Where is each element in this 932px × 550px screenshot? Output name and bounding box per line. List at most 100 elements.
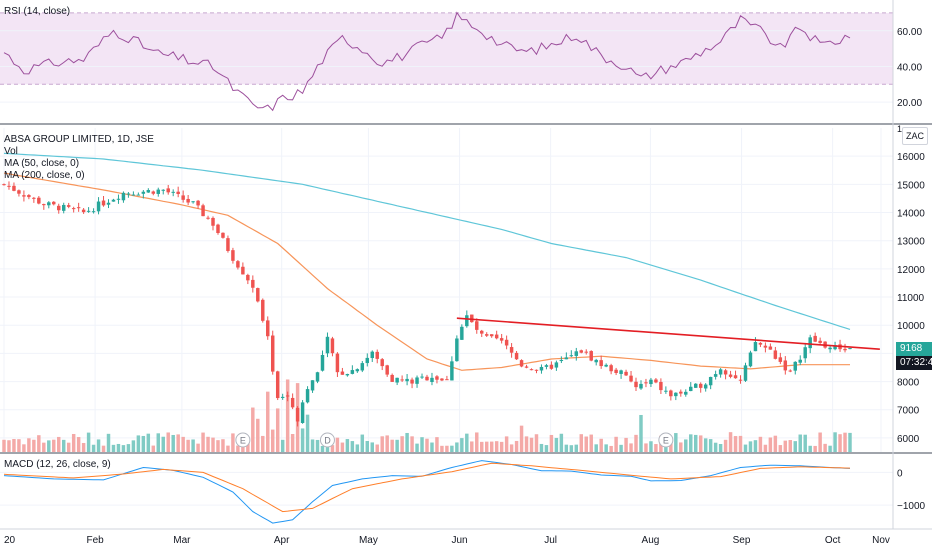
time-tick-label: Feb — [86, 535, 104, 546]
candle-body — [385, 365, 389, 375]
candle-body — [494, 334, 499, 339]
candle-body — [778, 357, 783, 362]
candle-body — [619, 370, 623, 374]
volume-bar — [270, 429, 275, 452]
volume-bar — [848, 432, 852, 452]
volume-bar — [320, 445, 325, 452]
volume-bar — [315, 439, 320, 452]
candle-body — [275, 371, 280, 399]
candle-body — [280, 396, 285, 398]
candle-body — [410, 379, 414, 384]
candle-body — [614, 369, 618, 373]
candle-body — [783, 360, 788, 371]
signal-line — [3, 462, 851, 513]
candle-body — [136, 194, 141, 196]
candle-body — [624, 371, 628, 376]
volume-bar — [654, 444, 658, 452]
candle-body — [773, 350, 778, 359]
candle-body — [221, 232, 225, 238]
rsi-title: RSI (14, close) — [4, 6, 71, 17]
candle-body — [375, 351, 379, 359]
candle-body — [315, 372, 320, 382]
price-tick-label: 16000 — [897, 152, 925, 163]
candle-body — [574, 351, 579, 356]
candle-body — [96, 201, 101, 212]
trendline[interactable] — [456, 317, 880, 350]
candle-body — [703, 384, 708, 389]
volume-bar — [579, 434, 584, 452]
volume-bar — [365, 440, 370, 452]
event-marker-label: E — [663, 436, 669, 446]
volume-bar — [410, 436, 414, 452]
volume-bar — [166, 432, 170, 452]
volume-bar — [818, 432, 822, 452]
volume-bar — [708, 439, 713, 452]
macd-tick-label: 0 — [897, 468, 903, 479]
volume-bar — [689, 434, 693, 452]
candle-body — [584, 351, 588, 353]
symbol-title[interactable]: ABSA GROUP LIMITED, 1D, JSE — [4, 134, 154, 145]
candle-body — [285, 395, 290, 397]
candle-body — [176, 191, 180, 194]
volume-bar — [22, 444, 26, 452]
ma200-label[interactable]: MA (200, close, 0) — [4, 170, 85, 181]
volume-bar — [460, 438, 464, 452]
volume-bar — [405, 432, 409, 452]
time-tick-label: May — [359, 535, 378, 546]
vol-label[interactable]: Vol — [4, 146, 18, 157]
volume-bar — [32, 439, 36, 452]
volume-bar — [106, 433, 111, 452]
volume-bar — [604, 444, 608, 452]
macd-title[interactable]: MACD (12, 26, close, 9) — [4, 459, 111, 470]
candle-body — [27, 195, 31, 198]
candle-body — [763, 345, 768, 348]
volume-bar — [425, 438, 429, 452]
volume-bar — [280, 439, 285, 452]
candle-body — [121, 192, 126, 201]
currency-button[interactable]: ZAC — [902, 127, 928, 145]
candle-body — [684, 391, 688, 395]
candle-body — [365, 357, 370, 364]
volume-bar — [494, 441, 499, 452]
volume-bar — [61, 439, 66, 452]
candle-body — [395, 377, 399, 383]
volume-bar — [753, 440, 758, 452]
candle-body — [295, 407, 300, 422]
volume-bar — [783, 440, 788, 452]
ma50-label[interactable]: MA (50, close, 0) — [4, 158, 80, 169]
time-tick-label: Mar — [173, 535, 191, 546]
macd-grid — [0, 471, 893, 506]
volume-bar — [206, 436, 210, 452]
time-tick-label: Apr — [274, 535, 290, 546]
volume-bar — [66, 442, 71, 452]
volume-bar — [91, 444, 96, 452]
candle-body — [191, 201, 195, 203]
volume-bar — [838, 434, 842, 452]
volume-bar — [136, 435, 141, 452]
candle-body — [698, 383, 703, 388]
current-price-tag: 9168 — [896, 341, 932, 356]
volume-bar — [524, 436, 529, 452]
volume-bar — [420, 437, 424, 452]
volume-bar — [763, 444, 768, 452]
volume-bar — [599, 438, 603, 452]
volume-bar — [201, 432, 205, 452]
volume-bar — [644, 443, 648, 452]
current-price: 9168 — [900, 342, 923, 354]
candle-body — [644, 382, 648, 384]
candle-body — [733, 375, 738, 379]
volume-bar — [141, 435, 146, 452]
candle-body — [654, 379, 658, 383]
volume-bar — [504, 436, 509, 452]
candle-body — [241, 266, 245, 275]
candle-body — [52, 201, 56, 205]
candle-body — [37, 197, 41, 204]
candle-body — [793, 361, 797, 371]
candle-body — [659, 381, 663, 391]
candle-body — [420, 376, 424, 378]
volume-bar — [703, 438, 708, 452]
candle-body — [261, 299, 265, 321]
candle-body — [126, 193, 131, 195]
candle-body — [71, 208, 76, 210]
